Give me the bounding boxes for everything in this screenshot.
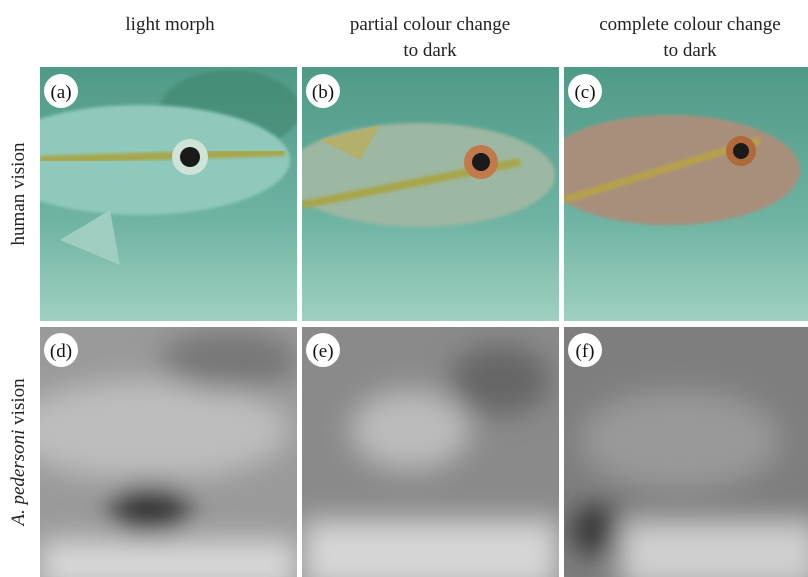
photo: [0, 67, 300, 321]
panel-label: (e): [312, 341, 333, 362]
column-header: light morph: [125, 14, 215, 35]
row-label: human vision: [8, 142, 29, 245]
panel-label: (c): [574, 82, 595, 103]
column-header: partial colour change: [350, 14, 510, 35]
photo: [564, 327, 808, 577]
row-label: A. pedersoni vision: [8, 378, 29, 528]
row-label-italic: A. pedersoni: [8, 430, 29, 528]
panel-label: (d): [50, 341, 72, 362]
panel-label: (b): [312, 82, 334, 103]
row-label-plain: vision: [8, 378, 29, 425]
figure: light morph partial colour change to dar…: [0, 0, 808, 577]
panel-label: (a): [50, 82, 71, 103]
column-header: complete colour change: [599, 14, 780, 35]
column-header: to dark: [663, 40, 717, 61]
panel-label: (f): [576, 341, 595, 362]
photo: [302, 327, 559, 577]
column-header: to dark: [403, 40, 457, 61]
